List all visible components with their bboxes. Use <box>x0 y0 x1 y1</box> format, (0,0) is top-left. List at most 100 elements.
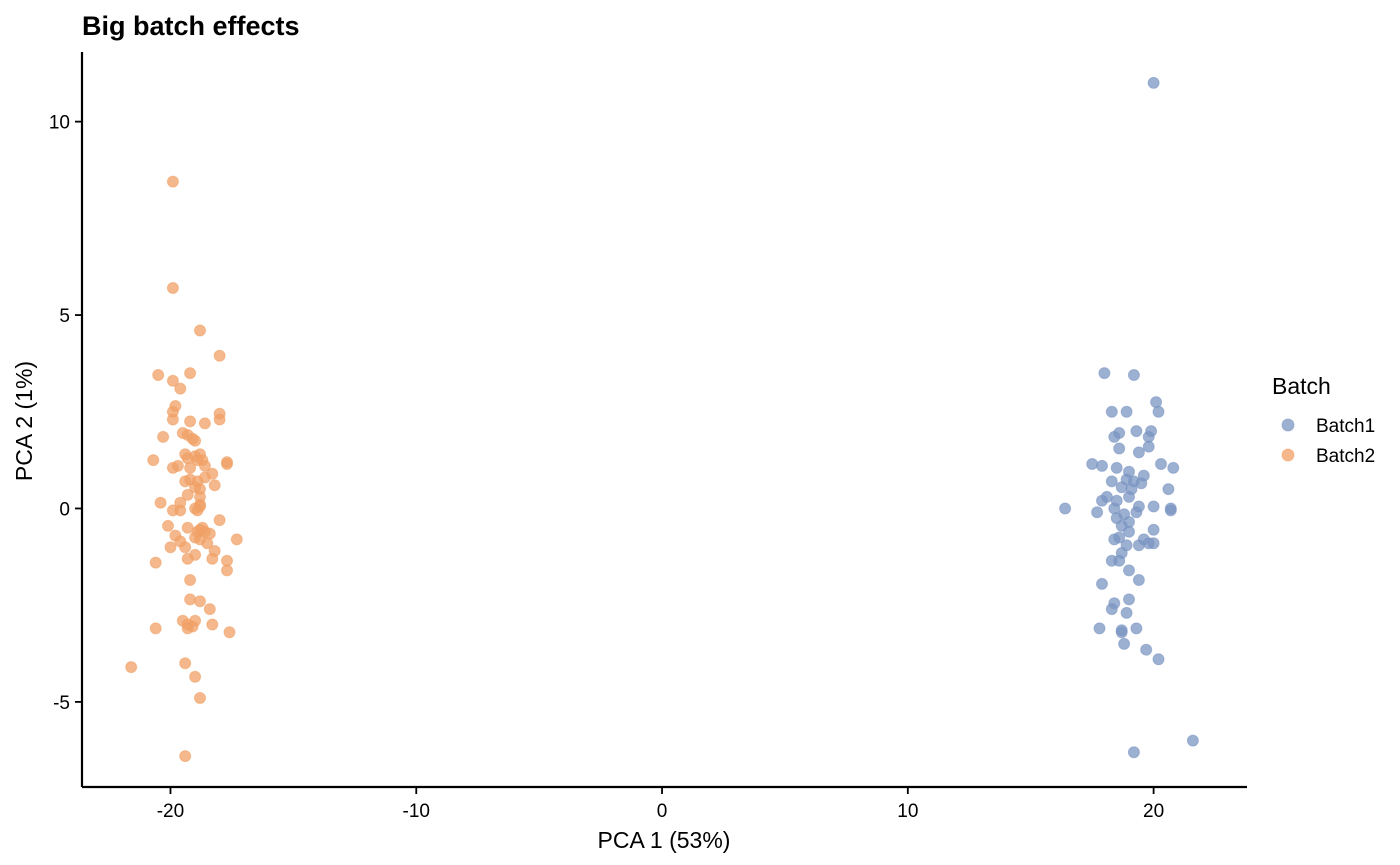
point-batch1-4 <box>1152 405 1165 418</box>
point-batch2-18 <box>157 430 170 443</box>
point-batch1-14 <box>1132 446 1145 459</box>
point-batch1-45 <box>1147 523 1160 536</box>
point-batch1-72 <box>1186 734 1199 747</box>
point-batch2-4 <box>152 369 165 381</box>
point-batch2-88 <box>189 670 202 683</box>
point-batch1-67 <box>1115 626 1128 639</box>
point-batch2-73 <box>221 564 233 577</box>
points-layer <box>125 76 1199 763</box>
point-batch1-69 <box>1140 643 1153 656</box>
point-batch1-71 <box>1127 746 1140 759</box>
y-tick-label-2: 5 <box>59 306 70 327</box>
point-batch1-18 <box>1167 461 1180 474</box>
point-batch2-76 <box>194 595 206 608</box>
legend-marker-batch2 <box>1281 448 1295 462</box>
point-batch2-7 <box>174 382 187 395</box>
point-batch2-41 <box>181 488 194 501</box>
x-tick-label-2: 0 <box>657 801 668 822</box>
x-axis-label: PCA 1 (53%) <box>598 827 731 853</box>
point-batch1-15 <box>1086 458 1099 470</box>
point-batch1-8 <box>1130 425 1143 438</box>
point-batch1-70 <box>1152 653 1165 666</box>
point-batch1-0 <box>1147 76 1160 89</box>
point-batch1-51 <box>1147 537 1160 550</box>
point-batch2-58 <box>203 527 216 540</box>
point-batch2-83 <box>181 622 194 635</box>
legend-label-batch2: Batch2 <box>1316 446 1375 467</box>
point-batch2-51 <box>213 514 226 527</box>
point-batch1-23 <box>1105 475 1118 488</box>
chart-title: Big batch effects <box>82 11 300 41</box>
point-batch2-66 <box>179 541 192 554</box>
point-batch2-39 <box>208 479 221 492</box>
point-batch2-3 <box>213 349 226 362</box>
y-tick-label-0: -5 <box>53 693 70 714</box>
point-batch1-34 <box>1091 506 1104 519</box>
point-batch2-48 <box>166 504 179 517</box>
point-batch1-41 <box>1130 506 1143 519</box>
point-batch2-35 <box>179 475 192 488</box>
point-batch1-62 <box>1105 603 1118 616</box>
point-batch2-72 <box>149 556 162 569</box>
point-batch2-70 <box>181 552 194 565</box>
point-batch2-62 <box>230 533 243 546</box>
point-batch2-77 <box>203 603 216 616</box>
point-batch1-63 <box>1120 606 1133 619</box>
point-batch2-52 <box>162 519 174 532</box>
point-batch1-30 <box>1123 490 1135 503</box>
point-batch2-29 <box>198 459 211 472</box>
point-batch1-68 <box>1118 637 1131 650</box>
x-tick-label-3: 10 <box>897 801 918 822</box>
point-batch2-26 <box>147 454 160 467</box>
point-batch2-6 <box>166 374 179 387</box>
point-batch1-48 <box>1108 533 1121 546</box>
x-tick-label-4: 20 <box>1143 801 1164 822</box>
point-batch2-0 <box>166 175 179 188</box>
point-batch2-32 <box>166 461 179 474</box>
y-tick-label-3: 10 <box>49 113 70 134</box>
point-batch2-64 <box>201 537 214 550</box>
point-batch1-2 <box>1127 369 1140 381</box>
point-batch1-31 <box>1096 494 1108 507</box>
point-batch2-81 <box>206 618 219 631</box>
point-batch2-50 <box>189 502 202 515</box>
point-batch1-58 <box>1132 574 1145 586</box>
point-batch1-57 <box>1123 564 1135 577</box>
point-batch2-89 <box>194 692 206 704</box>
point-batch2-87 <box>179 657 192 670</box>
point-batch2-23 <box>181 452 194 465</box>
point-batch1-60 <box>1123 593 1135 606</box>
x-tick-label-1: -10 <box>403 801 430 822</box>
point-batch1-13 <box>1113 442 1126 455</box>
point-batch2-85 <box>223 626 236 639</box>
y-axis-label: PCA 2 (1%) <box>11 361 37 481</box>
point-batch2-1 <box>166 282 179 294</box>
point-batch2-37 <box>198 471 211 484</box>
point-batch2-74 <box>184 574 197 586</box>
point-batch2-5 <box>184 367 197 380</box>
point-batch2-90 <box>179 750 192 763</box>
point-batch2-2 <box>194 324 206 337</box>
point-batch1-10 <box>1108 430 1121 443</box>
point-batch1-64 <box>1093 622 1106 635</box>
point-batch2-69 <box>206 552 219 565</box>
point-batch2-75 <box>184 593 197 606</box>
legend-label-batch1: Batch1 <box>1316 416 1375 437</box>
point-batch2-13 <box>184 415 197 428</box>
point-batch1-66 <box>1130 622 1143 635</box>
point-batch1-17 <box>1155 458 1167 470</box>
point-batch2-30 <box>184 461 197 474</box>
point-batch1-25 <box>1135 477 1148 490</box>
point-batch2-65 <box>164 541 177 554</box>
point-batch1-3 <box>1150 396 1163 409</box>
y-tick-label-1: 0 <box>59 499 70 520</box>
point-batch1-39 <box>1164 504 1177 517</box>
x-tick-label-0: -20 <box>157 801 184 822</box>
point-batch1-6 <box>1120 405 1133 418</box>
point-batch1-53 <box>1132 539 1145 552</box>
point-batch2-28 <box>221 458 233 470</box>
point-batch1-37 <box>1147 500 1160 513</box>
point-batch1-59 <box>1096 577 1108 590</box>
legend-marker-batch1 <box>1281 418 1295 432</box>
